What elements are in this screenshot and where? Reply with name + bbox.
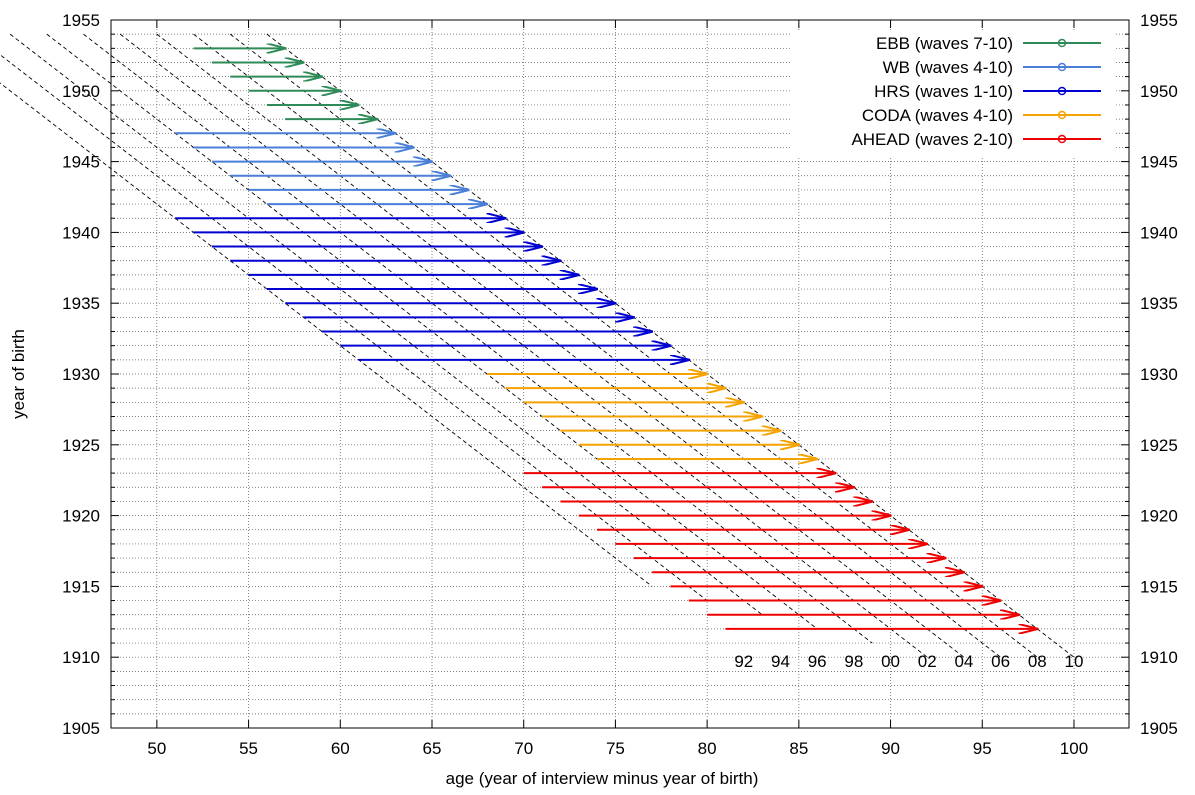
legend-label: EBB (waves 7-10)	[876, 34, 1013, 53]
interview-year-line	[0, 82, 653, 587]
y-tick-label-right: 1905	[1140, 719, 1178, 738]
interview-year-label: 98	[844, 652, 863, 671]
x-tick-label: 80	[698, 739, 717, 758]
y-tick-label-right: 1910	[1140, 648, 1178, 667]
y-tick-label-right: 1925	[1140, 436, 1178, 455]
y-tick-label-right: 1945	[1140, 153, 1178, 172]
legend-label: WB (waves 4-10)	[883, 58, 1013, 77]
y-tick-label: 1915	[62, 577, 100, 596]
legend-swatch-marker	[1057, 110, 1067, 120]
series-coda	[487, 374, 817, 459]
x-tick-label: 70	[514, 739, 533, 758]
x-tick-label: 95	[973, 739, 992, 758]
year-labels: 92 94 96 98 00 02 04 06 08 10	[734, 652, 1083, 671]
interview-year-label: 08	[1028, 652, 1047, 671]
series-hrs	[175, 218, 689, 360]
y-tick-label: 1925	[62, 436, 100, 455]
interview-year-label: 10	[1065, 652, 1084, 671]
series-wb	[175, 133, 487, 204]
axis-ticks: 50 55 60 65 70 75 80 85 90 95 100 1905 1905 1910 1910 1…	[62, 11, 1178, 758]
interview-year-label: 02	[918, 652, 937, 671]
legend-swatch-marker	[1057, 134, 1067, 144]
interview-year-label: 96	[808, 652, 827, 671]
legend-label: CODA (waves 4-10)	[862, 106, 1013, 125]
series-ahead	[523, 473, 1038, 629]
legend-swatch-marker	[1057, 62, 1067, 72]
y-tick-label-right: 1920	[1140, 507, 1178, 526]
x-tick-label: 85	[789, 739, 808, 758]
interview-year-line	[229, 33, 1038, 658]
interview-year-line	[156, 33, 965, 658]
x-tick-label: 75	[606, 739, 625, 758]
x-tick-label: 60	[331, 739, 350, 758]
y-tick-label: 1940	[62, 223, 100, 242]
y-tick-label-right: 1935	[1140, 294, 1178, 313]
y-tick-label-right: 1950	[1140, 82, 1178, 101]
interview-year-line	[119, 33, 928, 658]
legend-label: AHEAD (waves 2-10)	[851, 130, 1013, 149]
y-tick-label: 1950	[62, 82, 100, 101]
y-tick-label-right: 1940	[1140, 223, 1178, 242]
legend-swatch-marker	[1057, 38, 1067, 48]
interview-year-line	[193, 33, 1001, 658]
x-axis-title: age (year of interview minus year of bir…	[446, 769, 759, 788]
y-axis-title: year of birth	[9, 329, 28, 419]
x-tick-label: 90	[881, 739, 900, 758]
interview-year-label: 06	[991, 652, 1010, 671]
y-tick-label: 1955	[62, 11, 100, 30]
interview-year-line	[9, 33, 763, 616]
y-tick-label: 1905	[62, 719, 100, 738]
y-tick-label: 1910	[62, 648, 100, 667]
interview-year-line	[83, 33, 873, 644]
interview-year-label: 94	[771, 652, 790, 671]
legend-label: HRS (waves 1-10)	[874, 82, 1013, 101]
y-tick-label-right: 1930	[1140, 365, 1178, 384]
interview-year-label: 92	[734, 652, 753, 671]
y-tick-label: 1920	[62, 507, 100, 526]
x-tick-label: 65	[423, 739, 442, 758]
y-tick-label: 1935	[62, 294, 100, 313]
legend-swatch-marker	[1057, 86, 1067, 96]
y-tick-label: 1945	[62, 153, 100, 172]
series-arrows	[175, 48, 1037, 629]
x-tick-label: 55	[239, 739, 258, 758]
x-tick-label: 50	[147, 739, 166, 758]
y-tick-label: 1930	[62, 365, 100, 384]
x-tick-label: 100	[1060, 739, 1088, 758]
y-tick-label-right: 1955	[1140, 11, 1178, 30]
legend: EBB (waves 7-10) WB (waves 4-10) HRS (wave…	[790, 30, 1116, 156]
interview-year-label: 04	[954, 652, 973, 671]
series-ebb	[193, 48, 377, 119]
y-tick-label-right: 1915	[1140, 577, 1178, 596]
interview-year-label: 00	[881, 652, 900, 671]
